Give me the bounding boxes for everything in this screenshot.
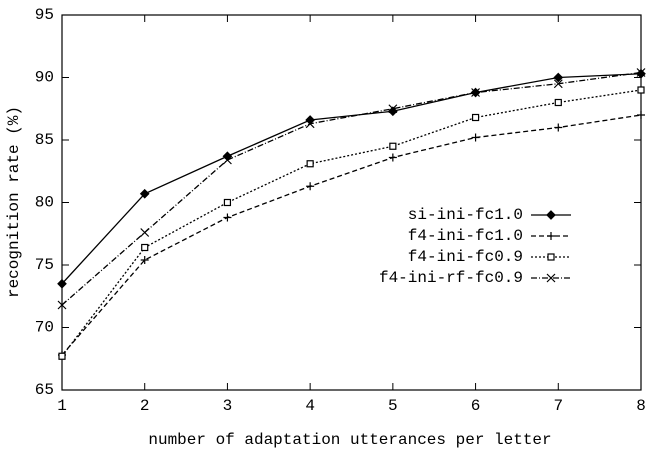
series-line xyxy=(61,89,642,357)
marker xyxy=(554,123,563,132)
legend-marker xyxy=(547,253,555,261)
marker xyxy=(306,182,315,191)
marker xyxy=(58,352,66,360)
plot-frame xyxy=(61,14,642,391)
marker xyxy=(389,142,397,150)
series-line xyxy=(61,114,642,356)
marker xyxy=(636,68,646,79)
marker xyxy=(140,256,149,264)
legend-label: f4-ini-fc0.9 xyxy=(408,248,523,266)
marker xyxy=(139,188,150,199)
y-tick-label: 75 xyxy=(35,256,54,274)
legend-label: si-ini-fc1.0 xyxy=(408,206,523,224)
legend-label: f4-ini-fc1.0 xyxy=(408,227,523,245)
legend-marker xyxy=(547,232,555,240)
x-tick-label: 2 xyxy=(140,397,150,415)
x-axis-label: number of adaptation utterances per lett… xyxy=(148,431,551,449)
marker xyxy=(388,153,397,162)
marker xyxy=(637,111,645,119)
legend-marker xyxy=(546,210,556,220)
x-tick-label: 3 xyxy=(223,397,233,415)
marker xyxy=(637,86,645,94)
marker xyxy=(388,104,398,114)
y-tick-label: 80 xyxy=(35,194,54,212)
marker xyxy=(223,198,232,207)
x-tick-label: 7 xyxy=(553,397,563,415)
marker xyxy=(223,213,232,222)
legend-marker xyxy=(546,273,556,283)
legend-label: f4-ini-rf-fc0.9 xyxy=(379,269,523,287)
x-tick-label: 6 xyxy=(471,397,481,415)
x-tick-label: 8 xyxy=(636,397,646,415)
x-tick-label: 4 xyxy=(305,397,315,415)
marker xyxy=(553,72,564,83)
marker xyxy=(306,160,314,168)
marker xyxy=(223,155,232,165)
marker xyxy=(57,278,67,289)
marker xyxy=(140,228,150,237)
series-line xyxy=(61,71,642,306)
marker xyxy=(57,300,67,310)
marker xyxy=(141,243,149,252)
marker xyxy=(554,98,562,107)
y-axis-label: recognition rate (%) xyxy=(5,106,23,298)
marker xyxy=(305,119,315,129)
marker xyxy=(471,113,480,122)
marker xyxy=(471,88,480,97)
x-tick-label: 1 xyxy=(57,397,67,415)
y-tick-label: 95 xyxy=(35,6,54,24)
marker xyxy=(388,106,398,117)
x-tick-label: 5 xyxy=(388,397,398,415)
marker xyxy=(553,79,563,89)
series-line xyxy=(61,73,642,285)
marker xyxy=(471,133,480,142)
marker xyxy=(636,68,646,77)
y-tick-label: 65 xyxy=(35,381,54,399)
y-tick-label: 85 xyxy=(35,131,54,149)
y-tick-label: 90 xyxy=(35,69,54,87)
y-tick-label: 70 xyxy=(35,319,54,337)
